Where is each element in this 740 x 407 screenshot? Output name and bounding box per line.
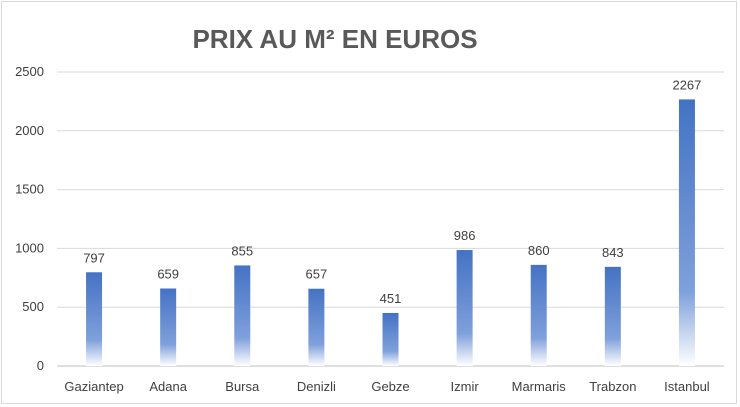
category-label: Istanbul <box>664 379 710 394</box>
data-label: 855 <box>231 243 253 258</box>
bar-gaziantep <box>86 272 103 366</box>
category-label: Denizli <box>297 379 336 394</box>
data-label: 657 <box>306 267 328 282</box>
bar-denizli <box>308 288 325 366</box>
y-tick-label: 1500 <box>15 182 44 197</box>
category-label: Izmir <box>451 379 480 394</box>
y-tick-label: 500 <box>22 299 44 314</box>
bar-bursa <box>234 265 251 366</box>
data-label: 860 <box>528 243 550 258</box>
data-label: 797 <box>83 250 105 265</box>
data-label: 986 <box>454 228 476 243</box>
bar-marmaris <box>530 264 547 366</box>
category-label: Marmaris <box>512 379 567 394</box>
x-axis-categories: Gaziantep Adana Bursa Denizli Gebze Izmir Marm… <box>64 379 709 394</box>
data-labels: 797 659 855 657 451 986 860 843 2267 <box>83 77 701 306</box>
bars <box>86 99 695 366</box>
bar-adana <box>160 288 177 366</box>
category-label: Gaziantep <box>64 379 123 394</box>
y-axis-ticks: 0 500 1000 1500 2000 2500 <box>15 64 44 373</box>
data-label: 2267 <box>672 77 701 92</box>
category-label: Trabzon <box>589 379 636 394</box>
bar-izmir <box>456 250 473 366</box>
data-label: 451 <box>380 291 402 306</box>
category-label: Gebze <box>371 379 409 394</box>
y-tick-label: 0 <box>37 358 44 373</box>
bar-trabzon <box>604 266 621 366</box>
category-label: Bursa <box>225 379 260 394</box>
y-tick-label: 2500 <box>15 64 44 79</box>
category-label: Adana <box>149 379 187 394</box>
y-tick-label: 2000 <box>15 123 44 138</box>
bar-gebze <box>382 312 399 366</box>
bar-istanbul <box>678 99 695 366</box>
y-tick-label: 1000 <box>15 240 44 255</box>
data-label: 843 <box>602 245 624 260</box>
data-label: 659 <box>157 267 179 282</box>
chart-title: PRIX AU M² EN EUROS <box>192 24 477 54</box>
